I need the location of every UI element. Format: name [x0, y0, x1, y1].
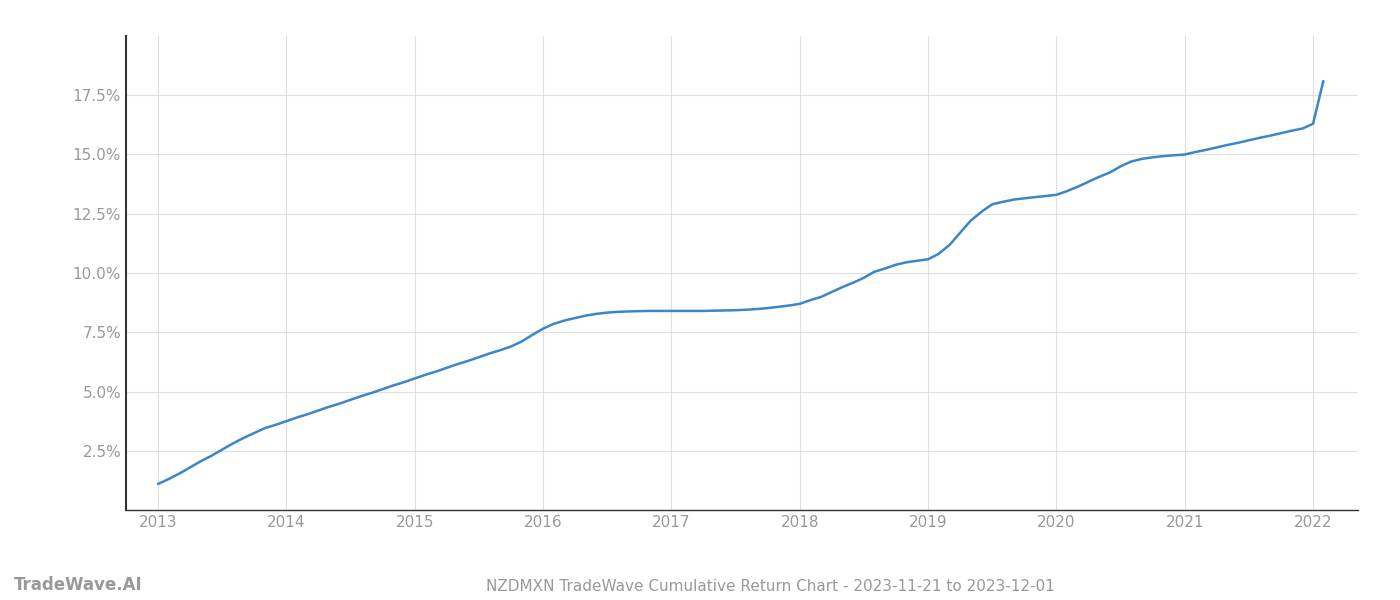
Text: TradeWave.AI: TradeWave.AI [14, 576, 143, 594]
Text: NZDMXN TradeWave Cumulative Return Chart - 2023-11-21 to 2023-12-01: NZDMXN TradeWave Cumulative Return Chart… [486, 579, 1054, 594]
